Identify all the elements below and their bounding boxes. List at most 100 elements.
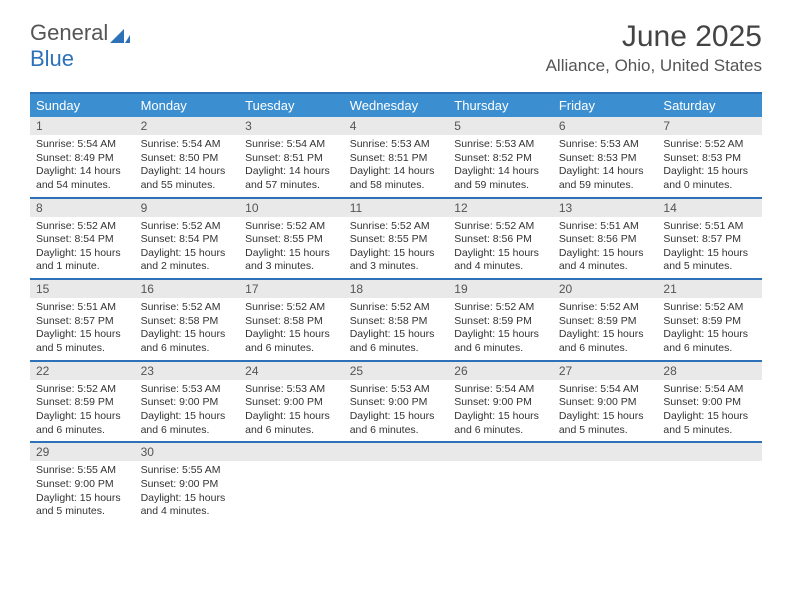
day-body: Sunrise: 5:52 AMSunset: 8:58 PMDaylight:… xyxy=(135,298,240,360)
day-number: 13 xyxy=(553,199,658,217)
logo: General Blue xyxy=(30,20,130,72)
day-body: Sunrise: 5:52 AMSunset: 8:59 PMDaylight:… xyxy=(657,298,762,360)
daylight-text: Daylight: 15 hours and 6 minutes. xyxy=(245,410,338,437)
day-cell: 4 Sunrise: 5:53 AMSunset: 8:51 PMDaylight… xyxy=(344,117,449,197)
day-cell: 1Sunrise: 5:54 AMSunset: 8:49 PMDaylight… xyxy=(30,117,135,197)
sunset-text: Sunset: 9:00 PM xyxy=(350,396,443,410)
sunset-text: Sunset: 9:00 PM xyxy=(141,478,234,492)
day-body: Sunrise: 5:54 AMSunset: 9:00 PMDaylight:… xyxy=(553,380,658,442)
day-header-mon: Monday xyxy=(135,94,240,117)
daylight-text: Daylight: 15 hours and 6 minutes. xyxy=(36,410,129,437)
day-cell: 17Sunrise: 5:52 AMSunset: 8:58 PMDayligh… xyxy=(239,280,344,360)
day-cell xyxy=(553,443,658,523)
sunrise-text: Sunrise: 5:52 AM xyxy=(245,220,338,234)
title-block: June 2025 Alliance, Ohio, United States xyxy=(546,20,762,76)
day-cell: 3Sunrise: 5:54 AMSunset: 8:51 PMDaylight… xyxy=(239,117,344,197)
day-cell xyxy=(239,443,344,523)
day-cell xyxy=(657,443,762,523)
daylight-text: Daylight: 15 hours and 5 minutes. xyxy=(559,410,652,437)
sunset-text: Sunset: 8:59 PM xyxy=(559,315,652,329)
day-number: 1 xyxy=(30,117,135,135)
day-number: 7 xyxy=(657,117,762,135)
day-number xyxy=(344,443,449,461)
day-header-sat: Saturday xyxy=(657,94,762,117)
day-number: 27 xyxy=(553,362,658,380)
sunset-text: Sunset: 8:57 PM xyxy=(36,315,129,329)
daylight-text: Daylight: 14 hours and 54 minutes. xyxy=(36,165,129,192)
daylight-text: Daylight: 15 hours and 2 minutes. xyxy=(141,247,234,274)
logo-text-general: General xyxy=(30,20,108,45)
sunset-text: Sunset: 8:58 PM xyxy=(350,315,443,329)
day-number: 23 xyxy=(135,362,240,380)
sunset-text: Sunset: 8:58 PM xyxy=(141,315,234,329)
day-body: Sunrise: 5:52 AMSunset: 8:55 PMDaylight:… xyxy=(239,217,344,279)
sunrise-text: Sunrise: 5:53 AM xyxy=(454,138,547,152)
sunrise-text: Sunrise: 5:53 AM xyxy=(350,383,443,397)
day-header-tue: Tuesday xyxy=(239,94,344,117)
day-body: Sunrise: 5:53 AMSunset: 9:00 PMDaylight:… xyxy=(135,380,240,442)
daylight-text: Daylight: 15 hours and 0 minutes. xyxy=(663,165,756,192)
daylight-text: Daylight: 15 hours and 6 minutes. xyxy=(141,410,234,437)
day-number xyxy=(448,443,553,461)
sunrise-text: Sunrise: 5:54 AM xyxy=(454,383,547,397)
sunrise-text: Sunrise: 5:51 AM xyxy=(36,301,129,315)
day-number xyxy=(239,443,344,461)
day-body: Sunrise: 5:52 AMSunset: 8:55 PMDaylight:… xyxy=(344,217,449,279)
day-body: Sunrise: 5:51 AMSunset: 8:56 PMDaylight:… xyxy=(553,217,658,279)
sunrise-text: Sunrise: 5:52 AM xyxy=(454,220,547,234)
daylight-text: Daylight: 15 hours and 4 minutes. xyxy=(559,247,652,274)
day-cell: 2Sunrise: 5:54 AMSunset: 8:50 PMDaylight… xyxy=(135,117,240,197)
day-body: Sunrise: 5:52 AMSunset: 8:54 PMDaylight:… xyxy=(30,217,135,279)
daylight-text: Daylight: 15 hours and 6 minutes. xyxy=(245,328,338,355)
day-cell: 9Sunrise: 5:52 AMSunset: 8:54 PMDaylight… xyxy=(135,199,240,279)
day-number: 20 xyxy=(553,280,658,298)
daylight-text: Daylight: 15 hours and 3 minutes. xyxy=(245,247,338,274)
week-row: 29Sunrise: 5:55 AMSunset: 9:00 PMDayligh… xyxy=(30,443,762,523)
sunset-text: Sunset: 8:49 PM xyxy=(36,152,129,166)
sunset-text: Sunset: 8:50 PM xyxy=(141,152,234,166)
sunrise-text: Sunrise: 5:52 AM xyxy=(663,138,756,152)
sunrise-text: Sunrise: 5:53 AM xyxy=(350,138,443,152)
sunset-text: Sunset: 8:51 PM xyxy=(245,152,338,166)
day-body: Sunrise: 5:51 AMSunset: 8:57 PMDaylight:… xyxy=(657,217,762,279)
daylight-text: Daylight: 15 hours and 1 minute. xyxy=(36,247,129,274)
day-body: Sunrise: 5:54 AMSunset: 8:50 PMDaylight:… xyxy=(135,135,240,197)
day-cell: 19Sunrise: 5:52 AMSunset: 8:59 PMDayligh… xyxy=(448,280,553,360)
day-body: Sunrise: 5:52 AMSunset: 8:54 PMDaylight:… xyxy=(135,217,240,279)
day-number: 4 xyxy=(344,117,449,135)
daylight-text: Daylight: 14 hours and 55 minutes. xyxy=(141,165,234,192)
logo-sail-icon xyxy=(110,29,130,43)
daylight-text: Daylight: 14 hours and 58 minutes. xyxy=(350,165,443,192)
day-body xyxy=(448,461,553,511)
day-number: 28 xyxy=(657,362,762,380)
sunset-text: Sunset: 8:55 PM xyxy=(245,233,338,247)
daylight-text: Daylight: 15 hours and 4 minutes. xyxy=(454,247,547,274)
day-number: 18 xyxy=(344,280,449,298)
sunrise-text: Sunrise: 5:54 AM xyxy=(663,383,756,397)
daylight-text: Daylight: 15 hours and 5 minutes. xyxy=(36,492,129,519)
day-body xyxy=(344,461,449,511)
day-cell: 8Sunrise: 5:52 AMSunset: 8:54 PMDaylight… xyxy=(30,199,135,279)
sunset-text: Sunset: 8:51 PM xyxy=(350,152,443,166)
sunrise-text: Sunrise: 5:51 AM xyxy=(559,220,652,234)
day-number: 26 xyxy=(448,362,553,380)
calendar: Sunday Monday Tuesday Wednesday Thursday… xyxy=(30,92,762,523)
day-cell xyxy=(344,443,449,523)
day-body: Sunrise: 5:54 AMSunset: 8:49 PMDaylight:… xyxy=(30,135,135,197)
sunrise-text: Sunrise: 5:55 AM xyxy=(141,464,234,478)
sunrise-text: Sunrise: 5:52 AM xyxy=(141,220,234,234)
sunrise-text: Sunrise: 5:54 AM xyxy=(141,138,234,152)
logo-text-wrap: General Blue xyxy=(30,20,130,72)
sunrise-text: Sunrise: 5:52 AM xyxy=(454,301,547,315)
sunset-text: Sunset: 8:59 PM xyxy=(454,315,547,329)
day-cell: 22Sunrise: 5:52 AMSunset: 8:59 PMDayligh… xyxy=(30,362,135,442)
sunrise-text: Sunrise: 5:54 AM xyxy=(245,138,338,152)
day-cell: 25Sunrise: 5:53 AMSunset: 9:00 PMDayligh… xyxy=(344,362,449,442)
day-number: 14 xyxy=(657,199,762,217)
day-body: Sunrise: 5:52 AMSunset: 8:59 PMDaylight:… xyxy=(30,380,135,442)
sunrise-text: Sunrise: 5:52 AM xyxy=(36,220,129,234)
sunrise-text: Sunrise: 5:52 AM xyxy=(350,301,443,315)
day-body: Sunrise: 5:52 AMSunset: 8:53 PMDaylight:… xyxy=(657,135,762,197)
sunrise-text: Sunrise: 5:53 AM xyxy=(141,383,234,397)
day-body: Sunrise: 5:52 AMSunset: 8:59 PMDaylight:… xyxy=(553,298,658,360)
